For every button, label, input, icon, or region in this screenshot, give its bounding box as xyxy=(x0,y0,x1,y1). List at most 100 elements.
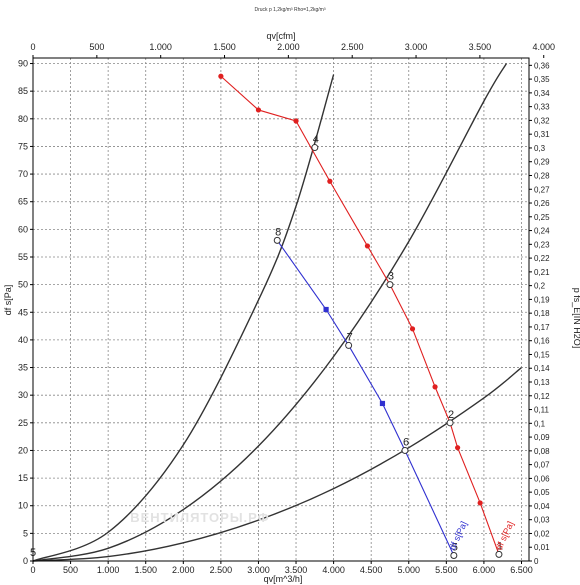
operating-point-label: 5 xyxy=(452,541,458,553)
x-tick-label: 1.500 xyxy=(134,565,157,575)
series-end-label: df s[Pa] xyxy=(494,520,516,552)
data-point xyxy=(364,243,371,249)
operating-point-label: 6 xyxy=(403,436,409,448)
y-right-tick-label: 0,18 xyxy=(534,309,550,318)
y-right-tick-label: 0,15 xyxy=(534,350,550,359)
series-line xyxy=(220,75,500,555)
operating-point-marker xyxy=(311,144,319,152)
x-tick-label: 2.500 xyxy=(210,565,233,575)
chart-title: Druck p 1,2kg/m³ Rho=1,2kg/m³ xyxy=(255,7,326,13)
y-right-tick-label: 0,08 xyxy=(534,447,550,456)
y-tick-label: 35 xyxy=(18,363,28,373)
operating-point-marker xyxy=(386,281,394,289)
y-right-tick-label: 0,28 xyxy=(534,171,550,180)
y-left-axis-label: df s[Pa] xyxy=(3,285,13,316)
y-right-tick-label: 0,31 xyxy=(534,130,550,139)
y-right-tick-label: 0,01 xyxy=(534,543,550,552)
y-right-tick-label: 0,3 xyxy=(534,144,546,153)
data-point xyxy=(255,107,262,113)
operating-point-label: 8 xyxy=(275,226,281,238)
x-tick-label: 4.000 xyxy=(322,565,345,575)
y-tick-label: 70 xyxy=(18,169,28,179)
y-right-tick-label: 0,13 xyxy=(534,378,550,387)
y-right-tick-label: 0,04 xyxy=(534,502,550,511)
y-tick-label: 5 xyxy=(23,528,28,538)
x-tick-label: 5.000 xyxy=(397,565,420,575)
x-top-tick-label: 500 xyxy=(89,42,104,52)
y-tick-label: 15 xyxy=(18,473,28,483)
y-right-tick-label: 0,02 xyxy=(534,529,550,538)
y-right-tick-label: 0,14 xyxy=(534,364,550,373)
x-top-tick-label: 3.000 xyxy=(405,42,428,52)
x-tick-label: 6.000 xyxy=(473,565,496,575)
data-point xyxy=(293,118,299,124)
y-right-tick-label: 0,26 xyxy=(534,199,550,208)
operating-point-marker xyxy=(446,419,454,427)
x-top-tick-label: 2.500 xyxy=(341,42,364,52)
x-top-tick-label: 3.500 xyxy=(469,42,492,52)
x-top-axis-label: qv[cfm] xyxy=(266,31,295,41)
operating-point-label: 4 xyxy=(313,134,319,146)
x-tick-label: 2.000 xyxy=(172,565,195,575)
data-point xyxy=(323,306,329,313)
y-right-tick-label: 0,07 xyxy=(534,461,550,470)
x-tick-label: 6.500 xyxy=(510,565,533,575)
y-right-tick-label: 0,35 xyxy=(534,75,550,84)
series-line xyxy=(276,240,455,556)
y-tick-label: 55 xyxy=(18,252,28,262)
watermark: ВЕНТИЛЯТОРЫ.РФ xyxy=(130,510,270,525)
y-tick-label: 10 xyxy=(18,501,28,511)
x-tick-label: 0 xyxy=(30,565,35,575)
series-end-label: df s[Pa] xyxy=(447,520,469,552)
y-right-tick-label: 0,34 xyxy=(534,89,550,98)
y-tick-label: 75 xyxy=(18,141,28,151)
y-right-axis-label: p fs_E[IN H2O] xyxy=(572,288,580,349)
operating-point-marker xyxy=(495,550,503,558)
y-right-tick-label: 0,19 xyxy=(534,295,550,304)
y-right-tick-label: 0,2 xyxy=(534,282,546,291)
y-right-tick-label: 0 xyxy=(534,557,539,566)
operating-point-marker xyxy=(273,236,281,244)
y-tick-label: 80 xyxy=(18,114,28,124)
system-curve-line xyxy=(32,74,335,562)
y-tick-label: 40 xyxy=(18,335,28,345)
x-tick-label: 4.500 xyxy=(360,565,383,575)
y-tick-label: 45 xyxy=(18,307,28,317)
x-tick-label: 3.500 xyxy=(285,565,308,575)
axes: 0 500 1.000 1.500 2.000 2.500 3.000 3.500 4.000 4… xyxy=(18,42,555,575)
y-tick-label: 0 xyxy=(23,556,28,566)
x-top-tick-label: 2.000 xyxy=(277,42,300,52)
data-point xyxy=(477,500,483,506)
y-tick-label: 25 xyxy=(18,418,28,428)
y-right-tick-label: 0,32 xyxy=(534,116,550,125)
operating-point-label: 3 xyxy=(388,271,394,283)
x-top-tick-label: 0 xyxy=(30,42,35,52)
y-tick-label: 90 xyxy=(18,59,28,69)
y-tick-label: 60 xyxy=(18,224,28,234)
x-top-tick-label: 1.000 xyxy=(149,42,172,52)
x-tick-label: 5.500 xyxy=(435,565,458,575)
y-right-tick-label: 0,03 xyxy=(534,516,550,525)
y-right-tick-label: 0,24 xyxy=(534,227,550,236)
operating-point-label: 1 xyxy=(497,540,503,552)
system-curves xyxy=(32,63,522,562)
data-point xyxy=(379,400,386,407)
y-right-tick-label: 0,17 xyxy=(534,323,550,332)
y-right-tick-label: 0,16 xyxy=(534,337,550,346)
operating-point-label: 7 xyxy=(347,331,353,343)
y-right-tick-label: 0,21 xyxy=(534,268,550,277)
operating-point-marker xyxy=(450,551,458,559)
x-top-tick-label: 1.500 xyxy=(213,42,236,52)
y-tick-label: 65 xyxy=(18,197,28,207)
y-right-tick-label: 0,06 xyxy=(534,474,550,483)
data-point xyxy=(432,384,438,390)
y-right-tick-label: 0,23 xyxy=(534,240,550,249)
x-tick-label: 3.000 xyxy=(247,565,270,575)
y-right-tick-label: 0,25 xyxy=(534,213,550,222)
plot-frame xyxy=(32,57,530,562)
y-right-tick-label: 0,05 xyxy=(534,488,550,497)
y-right-tick-label: 0,12 xyxy=(534,392,550,401)
y-tick-label: 30 xyxy=(18,390,28,400)
y-right-tick-label: 0,36 xyxy=(534,61,550,70)
y-tick-label: 50 xyxy=(18,280,28,290)
